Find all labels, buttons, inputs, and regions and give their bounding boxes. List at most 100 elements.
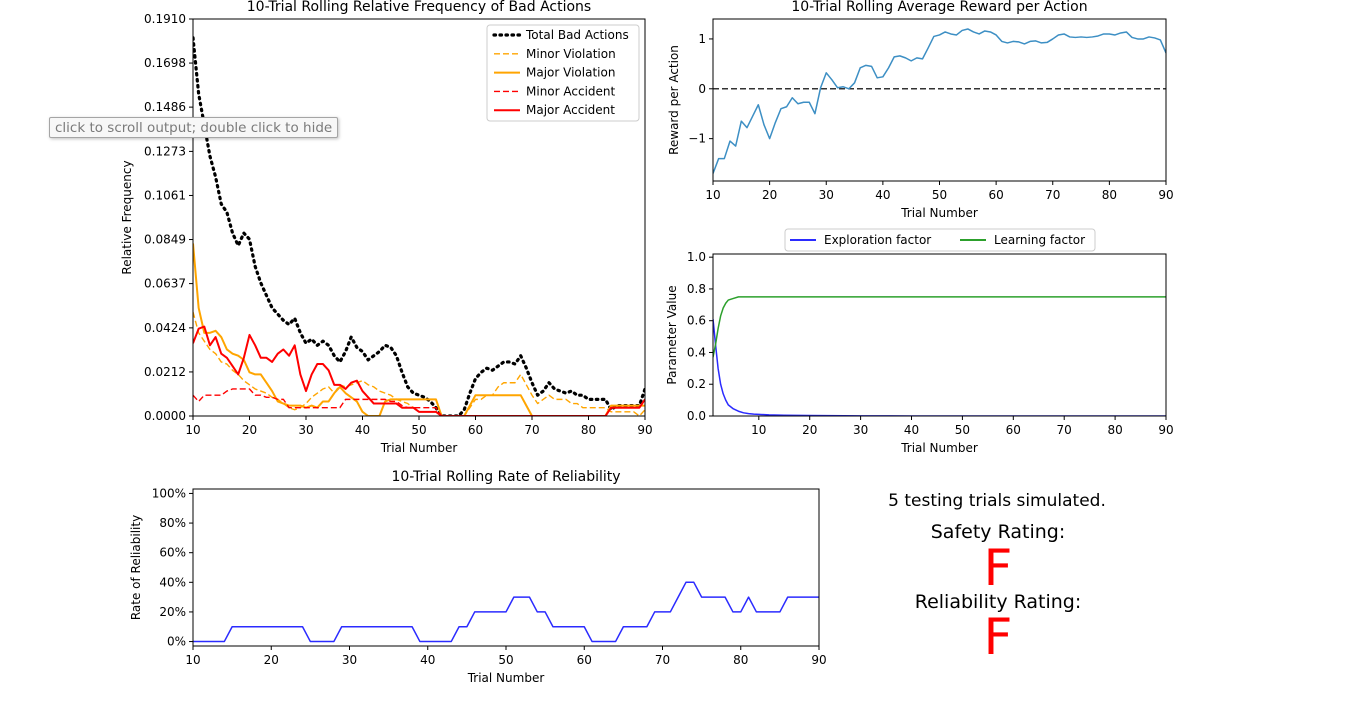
- y-tick-label: 0.1910: [144, 12, 186, 26]
- x-tick-label: 70: [1045, 188, 1060, 202]
- axes-frame: [192, 488, 820, 647]
- x-tick-label: 60: [577, 653, 592, 667]
- y-tick-label: 0: [698, 82, 706, 96]
- legend-entry: Exploration factor: [824, 233, 931, 247]
- x-axis-label: Trial Number: [467, 671, 545, 685]
- series-line-exploration-factor: [713, 319, 1166, 416]
- y-tick-label: 60%: [159, 546, 186, 560]
- series-line-major-violation: [193, 243, 645, 416]
- y-axis-label: Rate of Reliability: [129, 515, 143, 620]
- chart-reliability: 10 20 30 40 50 60 70 80 90 0% 20% 40% 60% 80% 100% 10-T…: [129, 469, 827, 685]
- x-tick-label: 10: [705, 188, 720, 202]
- x-tick-label: 50: [955, 423, 970, 437]
- legend-box: [784, 228, 1096, 252]
- x-tick-label: 40: [355, 423, 370, 437]
- legend-box: [486, 24, 640, 122]
- y-tick-label: 0.0849: [144, 233, 186, 247]
- y-tick-label: 0.1273: [144, 144, 186, 158]
- legend-entry: Total Bad Actions: [525, 28, 629, 42]
- x-tick-label: 60: [988, 188, 1003, 202]
- y-tick-label: 0.1486: [144, 100, 186, 114]
- x-tick-label: 60: [1006, 423, 1021, 437]
- x-tick-label: 90: [1158, 188, 1173, 202]
- y-tick-label: 0.0637: [144, 277, 186, 291]
- series-line-reward: [713, 28, 1166, 174]
- chart-bad-actions: 10 20 30 40 50 60 70 80 90 0.0000 0.0212 0.0424 0.06…: [120, 0, 653, 455]
- x-tick-label: 10: [751, 423, 766, 437]
- safety-rating-grade: F: [984, 539, 1013, 597]
- y-tick-label: 0.0212: [144, 365, 186, 379]
- y-axis-label: Relative Frequency: [120, 160, 134, 274]
- x-tick-label: 70: [655, 653, 670, 667]
- trials-simulated-text: 5 testing trials simulated.: [888, 491, 1106, 511]
- x-tick-label: 90: [637, 423, 652, 437]
- y-tick-label: 0.1698: [144, 56, 186, 70]
- y-tick-label: 20%: [159, 605, 186, 619]
- chart-title: 10-Trial Rolling Relative Frequency of B…: [247, 0, 591, 15]
- x-tick-label: 30: [819, 188, 834, 202]
- legend-entry: Minor Accident: [526, 84, 616, 98]
- x-tick-label: 50: [932, 188, 947, 202]
- y-tick-label: 0.4: [687, 345, 706, 359]
- reliability-rating-grade: F: [984, 608, 1013, 666]
- rating-summary: 5 testing trials simulated. Safety Rating…: [888, 491, 1106, 666]
- x-tick-label: 90: [811, 653, 826, 667]
- legend-entry: Learning factor: [994, 233, 1085, 247]
- legend-entry: Major Accident: [526, 103, 615, 117]
- y-tick-label: 0.1061: [144, 188, 186, 202]
- x-axis-label: Trial Number: [900, 441, 978, 455]
- x-tick-label: 30: [298, 423, 313, 437]
- scroll-output-tooltip[interactable]: click to scroll output; double click to …: [49, 117, 339, 138]
- y-tick-label: 0%: [167, 635, 186, 649]
- y-tick-label: 0.0000: [144, 409, 186, 423]
- y-tick-label: 100%: [152, 486, 186, 500]
- x-tick-label: 70: [1057, 423, 1072, 437]
- x-tick-label: 80: [1102, 188, 1117, 202]
- x-tick-label: 70: [524, 423, 539, 437]
- legend-bad-actions: Total Bad Actions Minor Violation Major Vi…: [486, 24, 640, 122]
- x-axis-label: Trial Number: [900, 206, 978, 220]
- y-tick-label: 0.6: [687, 314, 706, 328]
- legend-entry: Minor Violation: [526, 47, 616, 61]
- x-tick-label: 10: [185, 423, 200, 437]
- y-tick-label: 1.0: [687, 250, 706, 264]
- x-tick-label: 20: [264, 653, 279, 667]
- chart-title: 10-Trial Rolling Rate of Reliability: [391, 469, 620, 485]
- x-tick-label: 80: [581, 423, 596, 437]
- x-tick-label: 60: [468, 423, 483, 437]
- axes-frame: [712, 253, 1167, 417]
- x-tick-label: 10: [185, 653, 200, 667]
- x-tick-label: 30: [342, 653, 357, 667]
- y-tick-label: 1: [698, 32, 706, 46]
- series-line-reliability: [193, 581, 819, 643]
- x-tick-label: 90: [1158, 423, 1173, 437]
- x-tick-label: 40: [904, 423, 919, 437]
- series-line-total-bad-actions: [193, 36, 645, 416]
- x-tick-label: 20: [762, 188, 777, 202]
- x-tick-label: 30: [853, 423, 868, 437]
- y-tick-label: 0.2: [687, 377, 706, 391]
- x-tick-label: 50: [498, 653, 513, 667]
- series-line-learning-factor: [713, 296, 1166, 358]
- reliability-rating-label: Reliability Rating:: [915, 591, 1082, 613]
- chart-title: 10-Trial Rolling Average Reward per Acti…: [791, 0, 1087, 15]
- y-tick-label: 0.0424: [144, 321, 186, 335]
- x-tick-label: 40: [875, 188, 890, 202]
- x-tick-label: 20: [242, 423, 257, 437]
- y-axis-label: Parameter Value: [665, 285, 679, 384]
- axes-frame: [712, 18, 1167, 182]
- x-tick-label: 50: [411, 423, 426, 437]
- x-tick-label: 20: [802, 423, 817, 437]
- x-tick-label: 80: [733, 653, 748, 667]
- chart-reward: 10 20 30 40 50 60 70 80 90 −1 0 1 10-Trial Rolling A…: [667, 0, 1174, 220]
- y-tick-label: 80%: [159, 516, 186, 530]
- y-tick-label: −1: [688, 132, 706, 146]
- x-axis-label: Trial Number: [380, 441, 458, 455]
- x-tick-label: 80: [1107, 423, 1122, 437]
- y-tick-label: 0.8: [687, 282, 706, 296]
- series-line-minor-violation: [193, 311, 645, 416]
- y-tick-label: 40%: [159, 575, 186, 589]
- legend-parameters: Exploration factor Learning factor: [784, 228, 1096, 252]
- series-line-minor-accident: [193, 388, 645, 416]
- y-axis-label: Reward per Action: [667, 45, 681, 155]
